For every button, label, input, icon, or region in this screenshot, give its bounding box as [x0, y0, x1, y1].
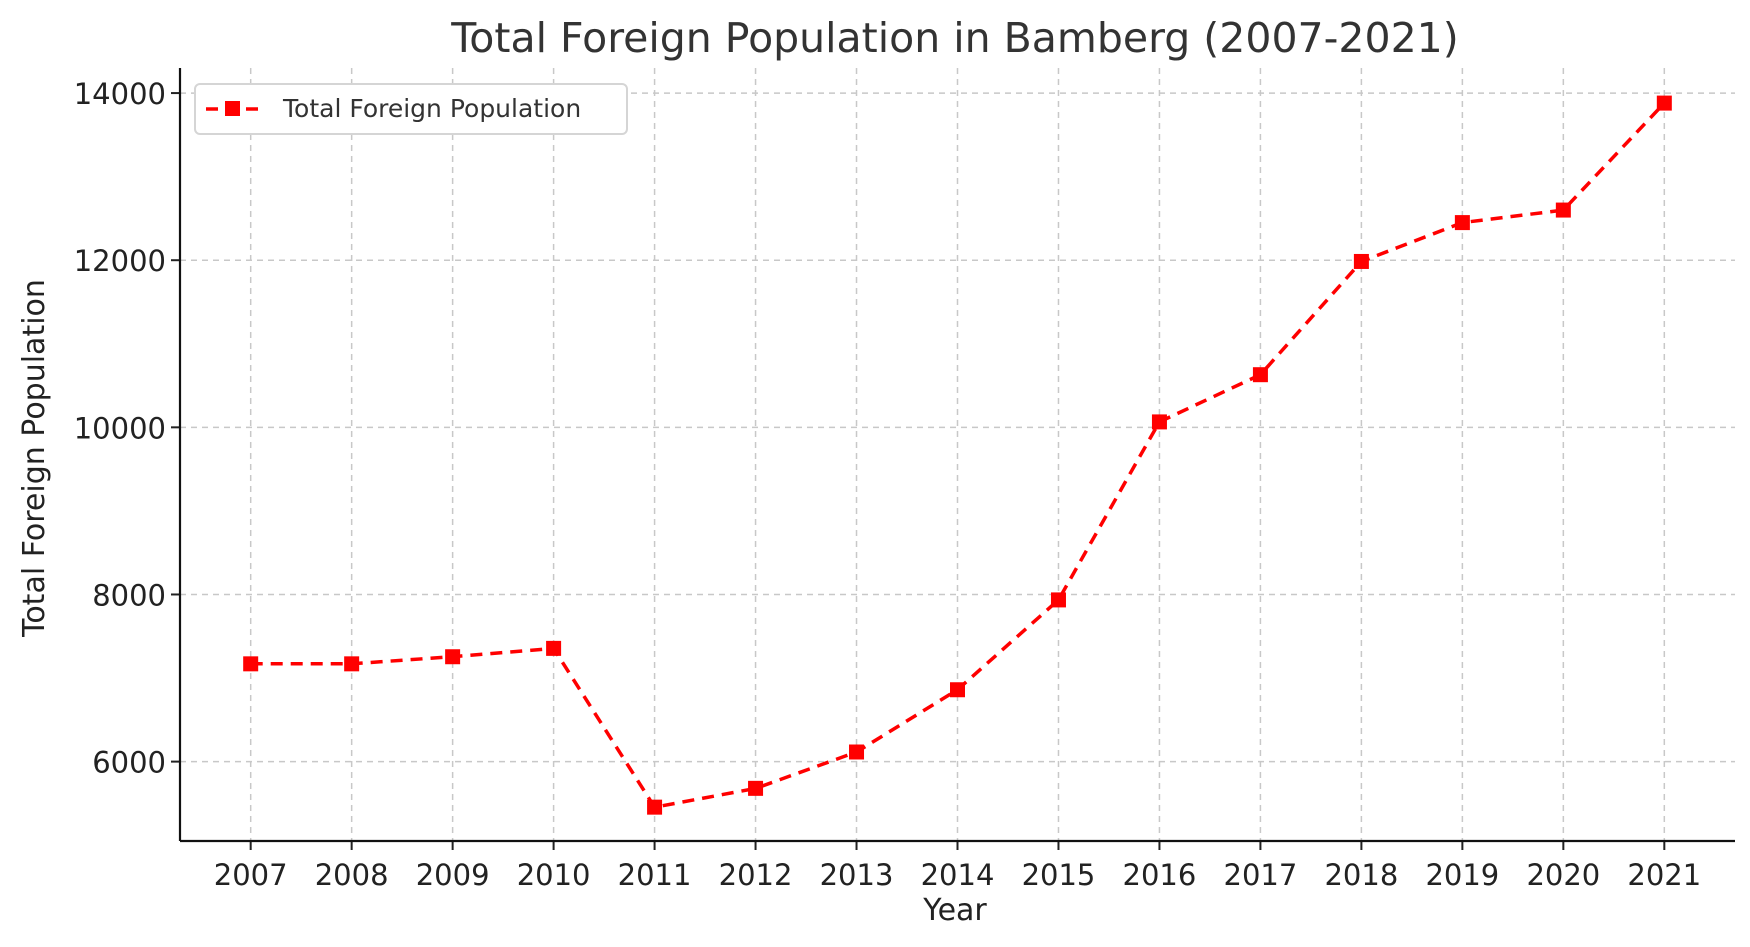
grid-lines: [180, 68, 1735, 841]
tick-labels: 2007 2008 2009 2010 2011 2012 2013 2014 2015 2016…: [74, 77, 1701, 892]
chart-title: Total Foreign Population in Bamberg (200…: [450, 14, 1459, 62]
x-tick-label: 2015: [1022, 858, 1096, 892]
data-point-2010: [546, 640, 562, 656]
y-tick-label: 8000: [92, 578, 166, 612]
y-tick-label: 14000: [74, 77, 166, 111]
x-tick-label: 2016: [1123, 858, 1197, 892]
data-point-2021: [1656, 95, 1672, 111]
legend-frame: [194, 83, 628, 135]
legend-entry-total-foreign-population: Total Foreign Population: [282, 94, 581, 123]
x-tick-label: 2019: [1425, 858, 1499, 892]
x-tick-label: 2021: [1627, 858, 1701, 892]
x-tick-label: 2011: [618, 858, 692, 892]
data-point-2013: [849, 744, 865, 760]
axes: [171, 68, 1735, 850]
data-point-2019: [1454, 215, 1470, 231]
x-axis-label: Year: [922, 893, 987, 928]
x-tick-label: 2007: [214, 858, 288, 892]
x-tick-label: 2010: [517, 858, 591, 892]
data-point-2008: [344, 656, 360, 672]
x-tick-label: 2020: [1526, 858, 1600, 892]
data-point-2009: [445, 649, 461, 665]
data-point-2014: [950, 682, 965, 698]
x-tick-label: 2008: [315, 858, 389, 892]
data-point-2017: [1252, 367, 1268, 383]
series-layer: [243, 95, 1672, 815]
x-tick-label: 2009: [416, 858, 490, 892]
y-tick-label: 12000: [74, 244, 166, 278]
x-tick-label: 2017: [1224, 858, 1298, 892]
data-point-2015: [1050, 592, 1066, 608]
data-point-2011: [647, 799, 663, 815]
y-axis-label: Total Foreign Population: [17, 279, 52, 638]
y-tick-label: 6000: [92, 746, 166, 780]
x-tick-label: 2012: [719, 858, 793, 892]
x-tick-label: 2014: [921, 858, 995, 892]
x-tick-label: 2018: [1324, 858, 1398, 892]
legend: Total Foreign Population: [194, 83, 628, 135]
data-point-2016: [1151, 414, 1167, 430]
data-point-2012: [748, 780, 764, 796]
y-tick-label: 10000: [74, 411, 166, 445]
x-tick-label: 2013: [820, 858, 894, 892]
legend-square-marker: [225, 101, 240, 116]
data-point-2018: [1353, 253, 1369, 269]
data-point-2007: [243, 656, 259, 672]
data-point-2020: [1555, 202, 1571, 218]
